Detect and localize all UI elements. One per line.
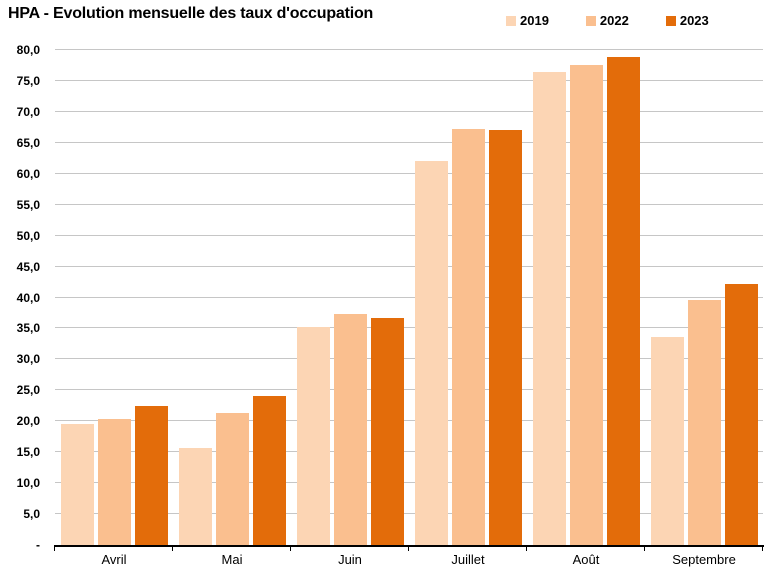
x-axis-category-labels: Avril Mai Juin Juillet Août Septembre <box>55 552 763 568</box>
bar-2022-mai <box>215 413 249 545</box>
legend-label: 2023 <box>679 13 709 28</box>
x-axis-line <box>54 545 764 547</box>
gridline-40,0 <box>55 296 763 298</box>
gridline-10,0 <box>55 482 763 484</box>
bar-group-juillet <box>409 50 527 545</box>
gridline-55,0 <box>55 203 763 205</box>
x-axis-label-mai: Mai <box>221 552 243 567</box>
gridline-5,0 <box>55 513 763 515</box>
bar-2019-avril <box>60 424 94 545</box>
y-axis-label: 70,0 <box>16 104 40 119</box>
x-axis-label-juillet: Juillet <box>451 552 485 567</box>
bar-group-juin <box>291 50 409 545</box>
y-axis-label: 65,0 <box>16 135 40 150</box>
bar-2022-septembre <box>687 299 721 545</box>
y-axis-label: 75,0 <box>16 73 40 88</box>
gridline-75,0 <box>55 79 763 81</box>
y-axis-label: 20,0 <box>16 414 40 429</box>
legend-label: 2019 <box>520 13 549 28</box>
y-axis-label: 15,0 <box>16 445 40 460</box>
x-axis-tick <box>54 545 55 551</box>
x-axis-tick <box>526 545 527 551</box>
x-axis-tick <box>408 545 409 551</box>
x-axis-label-avril: Avril <box>101 552 127 567</box>
gridline-20,0 <box>55 420 763 422</box>
gridline-15,0 <box>55 451 763 453</box>
bar-2023-août <box>606 57 640 545</box>
chart-title: HPA - Evolution mensuelle des taux d'occ… <box>8 5 374 22</box>
x-axis-tick <box>172 545 173 551</box>
gridline-30,0 <box>55 358 763 360</box>
bar-2022-août <box>569 64 603 545</box>
bar-2022-juin <box>333 314 367 545</box>
gridline-60,0 <box>55 172 763 174</box>
gridline-35,0 <box>55 327 763 329</box>
bar-2019-mai <box>178 447 212 545</box>
y-axis-label: 35,0 <box>16 321 40 336</box>
y-axis-label: 10,0 <box>16 476 40 491</box>
legend: 2019 2022 2023 <box>506 13 709 29</box>
x-axis-tick <box>290 545 291 551</box>
x-axis-tick <box>644 545 645 551</box>
bar-2023-avril <box>134 406 168 545</box>
gridline-80,0 <box>55 49 763 50</box>
bar-group-septembre <box>645 50 763 545</box>
x-axis-tick <box>762 545 763 551</box>
gridline-70,0 <box>55 110 763 112</box>
legend-label: 2022 <box>599 13 629 28</box>
bar-2019-septembre <box>650 337 684 545</box>
y-axis-label: 50,0 <box>16 228 40 243</box>
y-axis-label: 25,0 <box>16 383 40 398</box>
bar-2023-septembre <box>724 283 758 545</box>
legend-item-2023: 2023 <box>665 13 709 29</box>
bar-2019-juillet <box>414 161 448 545</box>
y-axis-label: 30,0 <box>16 352 40 367</box>
legend-swatch-icon <box>665 16 676 26</box>
y-axis-label: 60,0 <box>16 166 40 181</box>
legend-swatch-icon <box>506 16 516 26</box>
gridline-50,0 <box>55 234 763 236</box>
bar-group-mai <box>173 50 291 545</box>
gridline-45,0 <box>55 265 763 267</box>
y-axis-label: 55,0 <box>16 197 40 212</box>
bar-group-août <box>527 50 645 545</box>
y-axis-label: 5,0 <box>23 507 40 522</box>
y-axis-label: 45,0 <box>16 259 40 274</box>
bar-2023-juillet <box>488 129 522 545</box>
y-axis-label: 40,0 <box>16 290 40 305</box>
bar-2022-juillet <box>451 128 485 545</box>
bar-2019-août <box>532 71 566 545</box>
bar-2023-juin <box>370 317 404 545</box>
legend-item-2022: 2022 <box>585 13 629 29</box>
y-axis-label: 80,0 <box>16 43 40 57</box>
bar-group-avril <box>55 50 173 545</box>
gridline-25,0 <box>55 389 763 391</box>
x-axis-label-juin: Juin <box>338 552 362 567</box>
bar-2019-juin <box>296 327 330 545</box>
gridline-65,0 <box>55 141 763 143</box>
plot-area <box>55 49 763 545</box>
bar-2022-avril <box>97 419 131 545</box>
legend-swatch-icon <box>585 16 596 26</box>
y-axis-label: - <box>36 538 40 552</box>
x-axis-label-août: Août <box>572 552 600 567</box>
bar-2023-mai <box>252 395 286 545</box>
x-axis-label-septembre: Septembre <box>672 552 736 567</box>
legend-item-2019: 2019 <box>506 13 549 29</box>
